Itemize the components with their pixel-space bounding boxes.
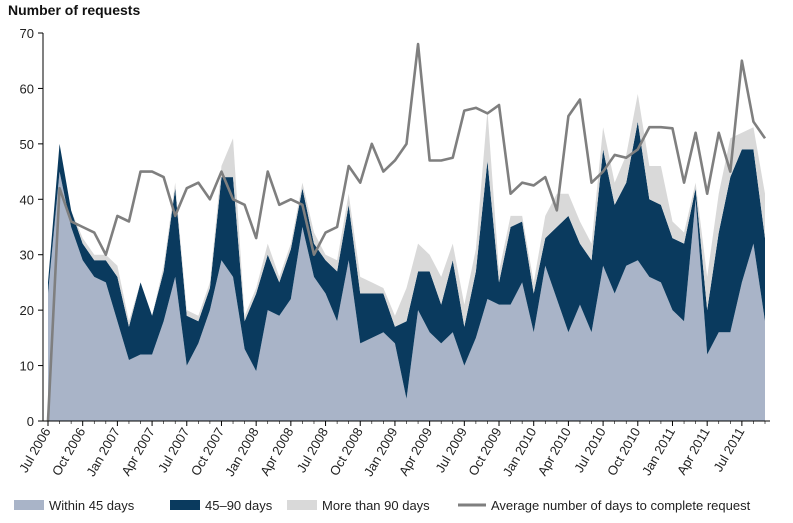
x-tick-label: Jan 2008: [222, 425, 262, 479]
area-layers: [48, 93, 765, 421]
average-days-line: [46, 42, 767, 422]
x-tick-label: Jul 2006: [16, 425, 54, 475]
x-tick-label: Oct 2006: [49, 425, 88, 478]
x-tick-label: Jul 2008: [294, 425, 332, 475]
legend-label-3: More than 90 days: [322, 498, 430, 513]
legend-swatch-3: [287, 500, 317, 510]
y-tick-label: 70: [20, 26, 34, 41]
line-layer: [46, 42, 767, 422]
x-tick-label: Apr 2010: [535, 425, 574, 478]
x-tick-label: Oct 2007: [188, 425, 227, 478]
x-tick-label: Oct 2008: [326, 425, 365, 478]
x-tick-label: Jul 2007: [155, 425, 193, 475]
y-tick-label: 60: [20, 81, 34, 96]
legend-swatch-2: [170, 500, 200, 510]
y-tick-label: 50: [20, 137, 34, 152]
x-tick-label: Jul 2010: [571, 425, 609, 475]
x-tick-label: Apr 2007: [118, 425, 157, 478]
x-tick-label: Jul 2009: [432, 425, 470, 475]
y-tick-label: 20: [20, 303, 34, 318]
y-tick-label: 10: [20, 359, 34, 374]
x-tick-label: Apr 2008: [257, 425, 296, 478]
x-tick-label: Oct 2010: [604, 425, 643, 478]
legend-label-2: 45–90 days: [205, 498, 273, 513]
y-axis-title: Number of requests: [8, 2, 140, 18]
area-series-2: [48, 121, 765, 399]
x-tick-label: Jan 2010: [500, 425, 540, 479]
legend: Within 45 days 45–90 days More than 90 day…: [14, 498, 751, 513]
legend-label-average-days: Average number of days to complete reque…: [491, 498, 751, 513]
legend-label-1: Within 45 days: [49, 498, 135, 513]
area-series-1: [48, 171, 765, 421]
x-tick-label: Apr 2009: [396, 425, 435, 478]
x-tick-label: Jan 2009: [361, 425, 401, 479]
y-tick-label: 30: [20, 248, 34, 263]
x-tick-label: Jan 2007: [83, 425, 123, 479]
x-tick-label: Apr 2011: [674, 425, 713, 477]
y-tick-label: 40: [20, 192, 34, 207]
x-tick-label: Jan 2011: [639, 425, 678, 478]
y-tick-label: 0: [27, 414, 34, 429]
x-tick-label: Jul 2011: [710, 425, 747, 474]
x-tick-label: Oct 2009: [465, 425, 504, 478]
area-series-3: [48, 93, 765, 327]
legend-swatch-1: [14, 500, 44, 510]
